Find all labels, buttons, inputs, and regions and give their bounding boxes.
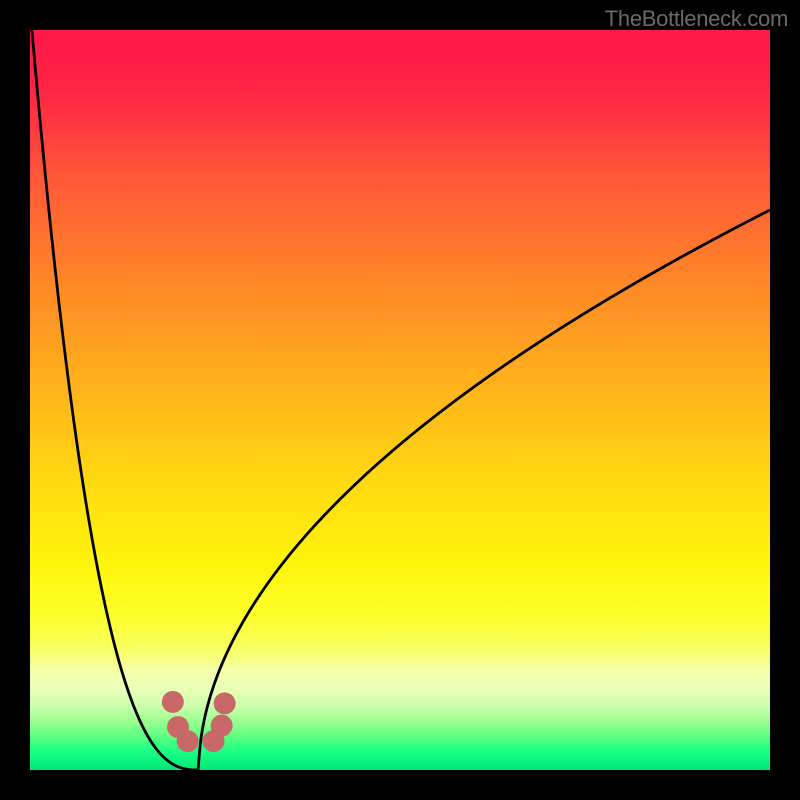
marker-dot bbox=[211, 715, 233, 737]
marker-dot bbox=[214, 692, 236, 714]
bottleneck-chart bbox=[0, 0, 800, 800]
marker-dot bbox=[162, 691, 184, 713]
watermark-text: TheBottleneck.com bbox=[605, 6, 788, 32]
plot-background bbox=[30, 30, 770, 770]
chart-container: TheBottleneck.com bbox=[0, 0, 800, 800]
marker-dot bbox=[177, 730, 199, 752]
